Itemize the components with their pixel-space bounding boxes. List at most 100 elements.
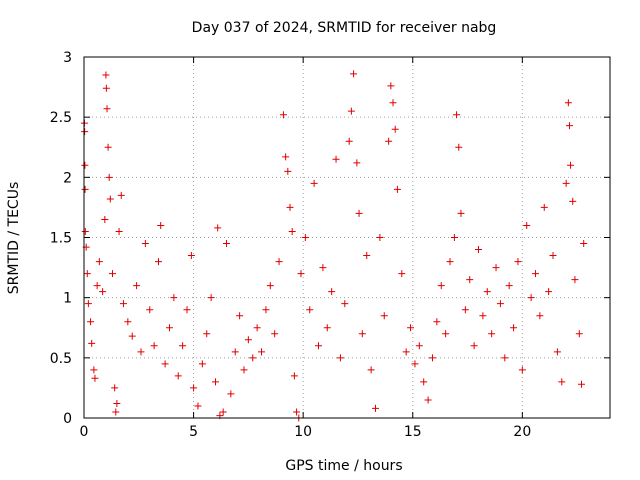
data-point-marker — [457, 209, 465, 217]
data-point-marker — [350, 70, 358, 78]
data-point-marker — [146, 306, 154, 314]
x-axis-label: GPS time / hours — [285, 458, 402, 474]
data-point-marker — [393, 185, 401, 193]
data-points — [80, 70, 588, 422]
data-point-marker — [179, 342, 187, 350]
data-point-marker — [133, 282, 141, 290]
data-point-marker — [345, 137, 353, 145]
data-point-marker — [111, 384, 119, 392]
data-point-marker — [219, 408, 227, 416]
data-point-marker — [385, 137, 393, 145]
data-point-marker — [99, 288, 107, 296]
data-point-marker — [117, 191, 125, 199]
data-point-marker — [470, 342, 478, 350]
data-point-marker — [81, 128, 89, 136]
data-point-marker — [212, 378, 219, 386]
data-point-marker — [398, 270, 406, 278]
data-point-marker — [81, 185, 89, 193]
data-point-marker — [231, 348, 239, 356]
data-point-marker — [496, 300, 504, 308]
data-point-marker — [203, 330, 211, 338]
data-point-marker — [102, 71, 110, 79]
data-point-marker — [569, 197, 577, 205]
data-point-marker — [286, 203, 294, 211]
data-point-marker — [301, 234, 309, 241]
data-point-marker — [553, 348, 561, 356]
data-point-marker — [93, 282, 101, 290]
data-point-marker — [353, 159, 361, 167]
x-tick-label: 10 — [294, 424, 312, 440]
data-point-marker — [157, 221, 165, 229]
data-point-marker — [124, 318, 132, 326]
data-point-marker — [105, 173, 113, 181]
data-point-marker — [479, 312, 487, 320]
data-point-marker — [83, 270, 91, 278]
data-point-marker — [115, 227, 123, 235]
data-point-marker — [290, 372, 298, 380]
data-point-marker — [558, 378, 566, 386]
x-tick-label: 0 — [80, 424, 89, 440]
data-point-marker — [315, 342, 323, 350]
data-point-marker — [297, 270, 305, 278]
data-point-marker — [363, 252, 371, 260]
data-point-marker — [355, 209, 363, 217]
data-point-marker — [288, 227, 296, 235]
data-point-marker — [174, 372, 182, 380]
data-point-marker — [227, 390, 235, 398]
data-point-marker — [367, 366, 375, 374]
data-point-marker — [562, 179, 570, 187]
data-point-marker — [244, 336, 252, 344]
data-point-marker — [84, 300, 92, 308]
data-point-marker — [306, 306, 314, 314]
data-point-marker — [391, 125, 399, 133]
data-point-marker — [319, 264, 327, 272]
data-point-marker — [455, 143, 463, 151]
data-point-marker — [222, 240, 230, 248]
data-point-marker — [341, 300, 349, 308]
data-point-marker — [483, 288, 491, 296]
data-point-marker — [446, 258, 454, 266]
y-tick-label: 1 — [63, 291, 72, 307]
data-point-marker — [214, 224, 222, 232]
data-point-marker — [282, 153, 290, 161]
data-point-marker — [198, 360, 206, 368]
data-point-marker — [424, 396, 432, 404]
y-tick-label: 2.5 — [50, 110, 72, 126]
data-point-marker — [407, 324, 415, 332]
data-point-marker — [104, 143, 112, 151]
y-tick-label: 2 — [63, 170, 72, 186]
x-tick-label: 15 — [404, 424, 422, 440]
data-point-marker — [347, 107, 355, 115]
data-point-marker — [275, 258, 283, 266]
data-point-marker — [518, 366, 526, 374]
data-point-marker — [328, 288, 336, 296]
data-point-marker — [91, 374, 99, 382]
data-point-marker — [501, 354, 509, 362]
data-point-marker — [571, 276, 579, 284]
data-point-marker — [190, 384, 198, 392]
data-point-marker — [119, 300, 127, 308]
y-tick-label: 1.5 — [50, 231, 72, 247]
data-point-marker — [527, 294, 535, 302]
data-point-marker — [113, 400, 121, 408]
data-point-marker — [249, 354, 257, 362]
y-axis-label: SRMTID / TECUs — [6, 182, 22, 295]
data-point-marker — [102, 84, 110, 92]
data-point-marker — [332, 155, 340, 163]
data-point-marker — [161, 360, 169, 368]
data-point-marker — [428, 354, 436, 362]
data-point-marker — [194, 402, 202, 410]
data-point-marker — [505, 282, 513, 290]
y-tick-label: 3 — [63, 50, 72, 66]
x-tick-label: 20 — [513, 424, 531, 440]
data-point-marker — [461, 306, 469, 314]
data-point-marker — [81, 227, 89, 235]
data-point-marker — [170, 294, 178, 302]
data-point-marker — [323, 324, 331, 332]
data-point-marker — [165, 324, 173, 332]
data-point-marker — [271, 330, 279, 338]
data-point-marker — [545, 288, 553, 296]
data-point-marker — [442, 330, 450, 338]
data-point-marker — [536, 312, 544, 320]
